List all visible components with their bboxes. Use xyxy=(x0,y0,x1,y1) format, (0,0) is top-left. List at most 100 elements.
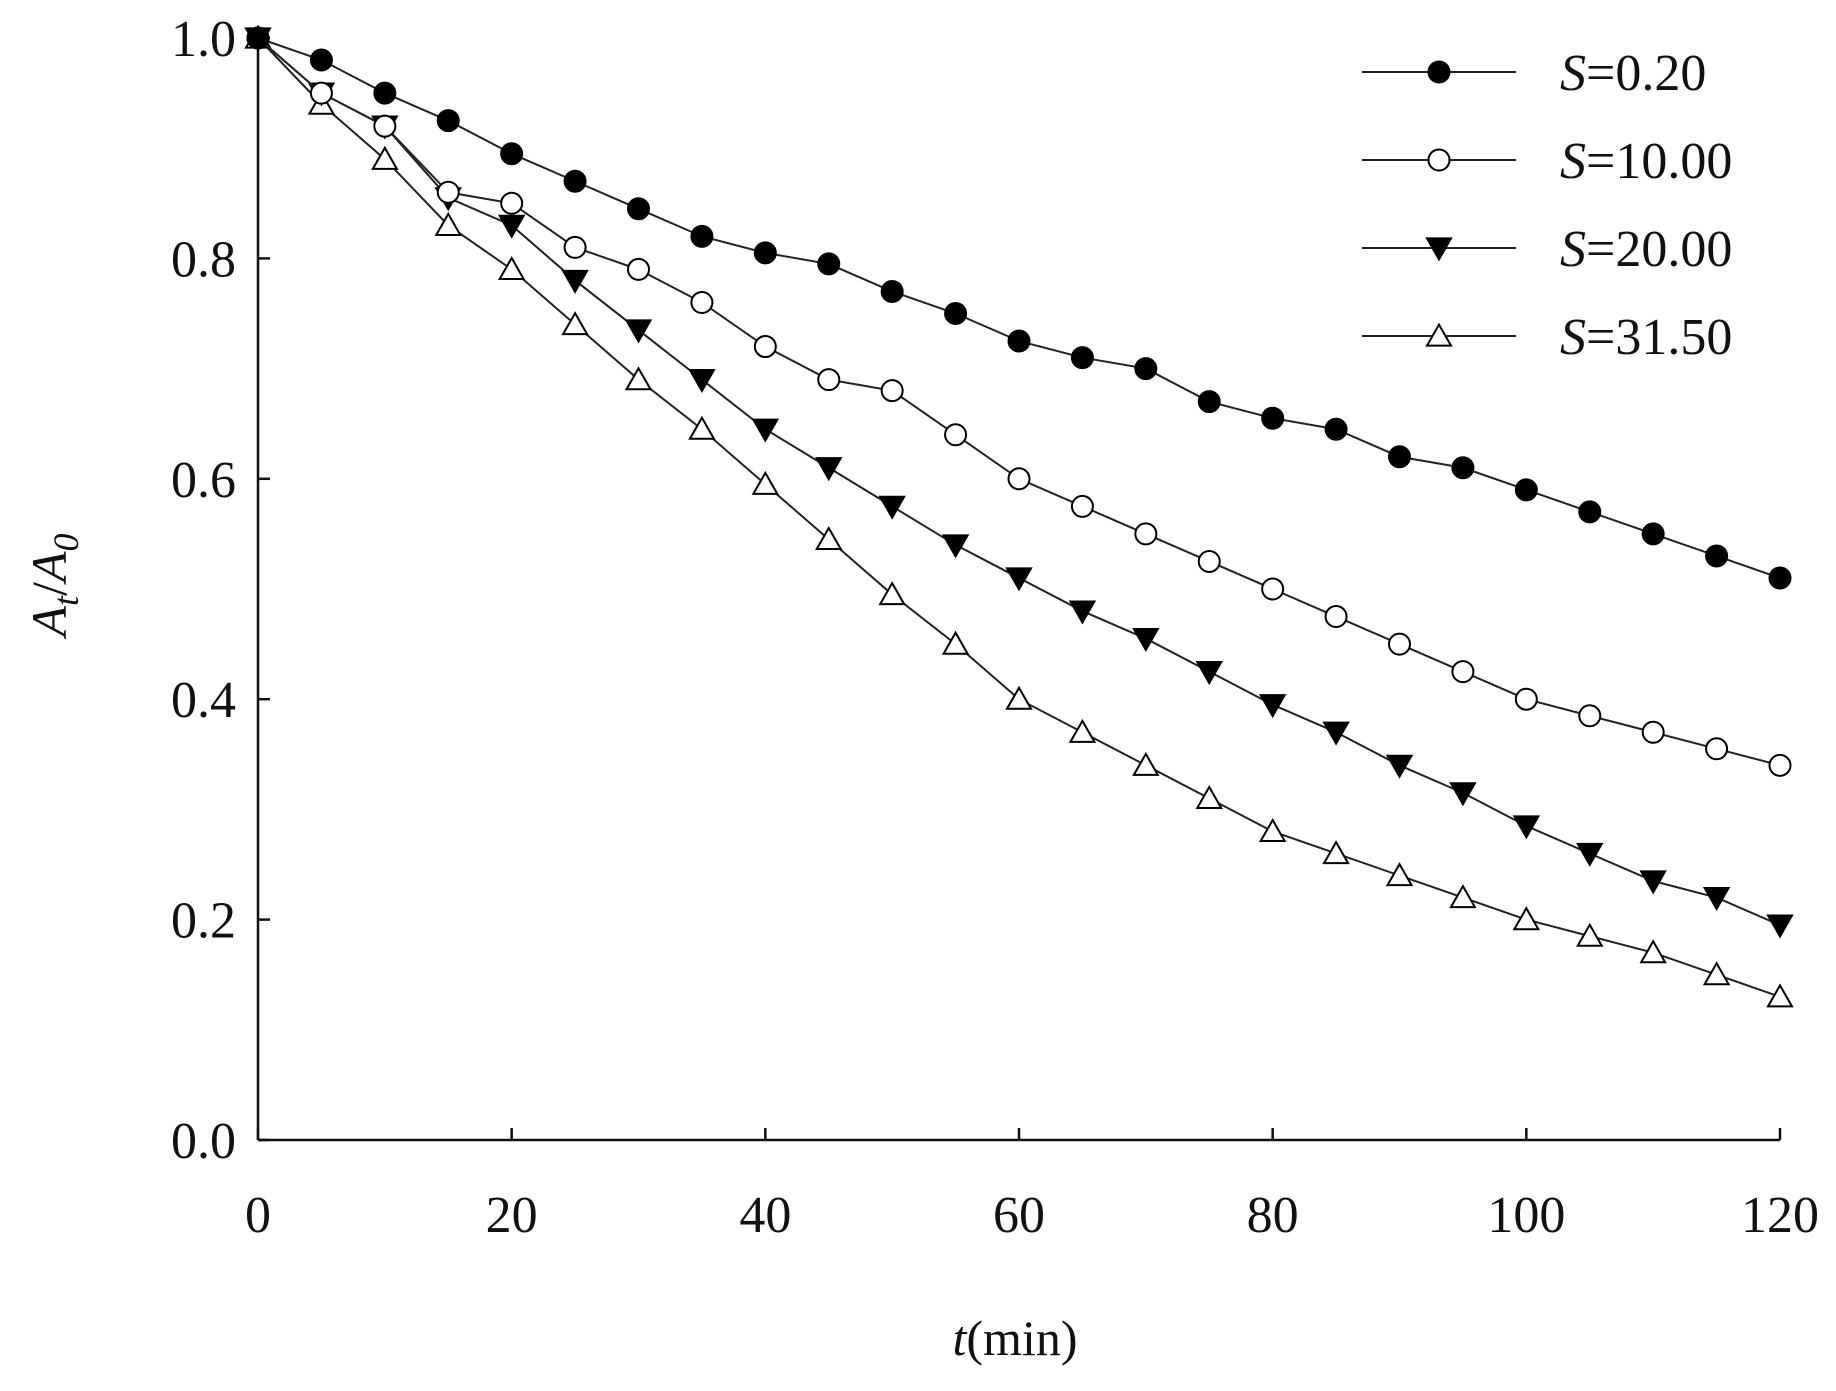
legend-label: S=31.50 xyxy=(1560,309,1732,366)
data-point xyxy=(497,214,526,239)
data-point xyxy=(500,142,524,166)
legend-label-var: S xyxy=(1560,309,1586,366)
data-point xyxy=(941,630,970,655)
x-tick-label: 20 xyxy=(486,1187,538,1244)
legend-entry: S=20.00 xyxy=(1362,221,1732,278)
data-point xyxy=(1639,870,1667,895)
data-point xyxy=(1134,357,1158,381)
data-point xyxy=(1261,406,1285,430)
legend-entry: S=0.20 xyxy=(1362,45,1706,102)
legend-label: S=20.00 xyxy=(1560,221,1732,278)
data-point xyxy=(1449,782,1477,807)
data-point xyxy=(1324,605,1348,629)
data-point xyxy=(1070,494,1094,518)
data-point xyxy=(690,290,714,314)
data-point xyxy=(373,114,397,138)
data-point xyxy=(815,525,843,551)
series-line xyxy=(257,37,1781,767)
x-tick-label: 120 xyxy=(1741,1187,1819,1244)
data-point xyxy=(627,257,650,281)
data-point xyxy=(1258,694,1287,719)
data-point xyxy=(561,311,589,336)
data-point xyxy=(1388,632,1411,656)
legend-label: S=0.20 xyxy=(1560,45,1706,102)
data-point xyxy=(1197,549,1221,573)
data-point xyxy=(1068,718,1097,743)
y-axis-title: At/A0 xyxy=(21,533,86,639)
data-point xyxy=(436,180,460,204)
legend-label-value: =31.50 xyxy=(1586,309,1732,366)
data-point xyxy=(1702,886,1731,911)
legend-entry: S=31.50 xyxy=(1362,309,1732,366)
x-axis-title-var: t xyxy=(953,1310,968,1366)
x-tick-label: 0 xyxy=(245,1187,271,1244)
legend-marker xyxy=(1425,237,1453,262)
y-tick-label: 0.8 xyxy=(171,231,236,288)
data-point xyxy=(1258,818,1287,843)
data-point xyxy=(690,224,714,248)
series-line xyxy=(257,37,1781,998)
legend-label: S=10.00 xyxy=(1560,133,1732,190)
data-point xyxy=(1514,687,1538,711)
y-axis-title-sub1: t xyxy=(46,595,86,606)
data-point xyxy=(1639,939,1667,964)
legend-marker xyxy=(1427,148,1451,172)
y-tick-label: 1.0 xyxy=(171,11,236,68)
data-point xyxy=(1007,329,1031,353)
data-point xyxy=(878,581,906,606)
x-tick-label: 80 xyxy=(1247,1187,1299,1244)
legend-label-var: S xyxy=(1560,45,1586,102)
y-tick-label: 0.4 xyxy=(171,672,236,729)
legend: S=0.20S=10.00S=20.00S=31.50 xyxy=(1362,45,1732,366)
data-point xyxy=(1766,983,1794,1008)
data-point xyxy=(1132,751,1160,776)
data-point xyxy=(815,457,843,482)
data-point xyxy=(1134,522,1158,546)
legend-label-value: =0.20 xyxy=(1586,45,1706,102)
data-point xyxy=(1005,685,1033,710)
data-point xyxy=(1388,445,1411,469)
data-point xyxy=(1261,577,1285,601)
legend-label-value: =10.00 xyxy=(1586,133,1732,190)
data-point xyxy=(1385,862,1414,887)
y-tick-label: 0.6 xyxy=(171,452,236,509)
data-point xyxy=(944,423,968,447)
legend-label-var: S xyxy=(1560,221,1586,278)
data-point xyxy=(1705,737,1729,761)
data-point xyxy=(627,197,650,221)
data-point xyxy=(1641,720,1665,744)
data-point xyxy=(436,109,460,133)
legend-label-value: =20.00 xyxy=(1586,221,1732,278)
data-point xyxy=(624,366,653,391)
data-point xyxy=(497,256,526,281)
data-point xyxy=(817,368,841,392)
data-point xyxy=(1514,478,1538,502)
data-point xyxy=(1005,567,1033,592)
data-point xyxy=(941,534,970,559)
data-point xyxy=(1451,456,1475,480)
series-4 xyxy=(244,24,1794,1008)
series-line xyxy=(257,37,1781,579)
data-point xyxy=(1578,704,1602,728)
data-point xyxy=(817,252,841,276)
data-point xyxy=(1768,566,1792,590)
ticks: 0 20 40 60 80 100 120 0.0 0.2 0.4 0.6 0.8 1.0 xyxy=(171,11,1819,1244)
data-point xyxy=(751,470,780,495)
data-point xyxy=(1195,661,1223,686)
data-point xyxy=(1641,522,1665,546)
x-axis-title: t(min) xyxy=(953,1310,1078,1366)
x-tick-label: 60 xyxy=(993,1187,1045,1244)
data-point xyxy=(563,169,587,193)
data-point xyxy=(563,235,587,259)
data-point xyxy=(1576,842,1604,867)
y-tick-label: 0.0 xyxy=(171,1113,236,1170)
data-point xyxy=(1512,906,1541,931)
data-point xyxy=(753,241,777,265)
y-axis-title-a2: A xyxy=(21,551,77,585)
data-point xyxy=(1068,600,1097,625)
data-point xyxy=(500,191,524,215)
data-point xyxy=(688,415,716,440)
data-point xyxy=(1449,884,1477,909)
data-point xyxy=(1766,914,1794,939)
data-point xyxy=(371,145,399,170)
